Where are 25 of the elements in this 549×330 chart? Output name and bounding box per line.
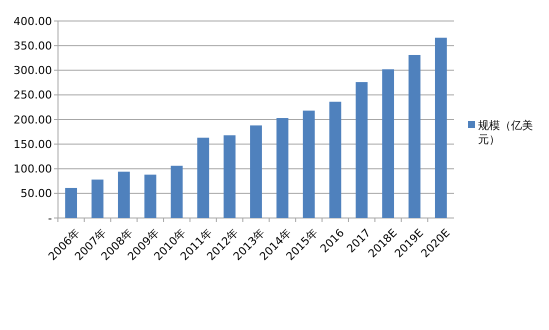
bar: [434, 38, 447, 218]
y-tick-label: 200.00: [14, 113, 52, 126]
bar: [250, 125, 262, 218]
y-tick-label: 50.00: [20, 187, 52, 200]
bar: [144, 174, 156, 218]
bar: [356, 82, 368, 218]
bar: [329, 102, 342, 218]
bar: [170, 166, 183, 218]
y-tick-label: 150.00: [14, 138, 52, 151]
y-tick-label: 100.00: [14, 162, 52, 176]
y-tick-label: 400.00: [14, 14, 52, 28]
bar: [65, 188, 78, 218]
y-tick-label: 300.00: [14, 64, 52, 78]
y-tick-label: -: [48, 212, 52, 225]
bar: [276, 118, 288, 218]
bar: [224, 135, 236, 218]
bar: [302, 110, 315, 218]
bar: [382, 69, 394, 218]
bar: [408, 54, 420, 218]
y-tick-label: 350.00: [14, 39, 52, 52]
bar: [197, 138, 210, 218]
y-tick-label: 250.00: [14, 88, 52, 102]
legend-label: 规模（亿美元）: [478, 118, 533, 146]
bar: [92, 180, 104, 218]
bar: [118, 172, 130, 218]
